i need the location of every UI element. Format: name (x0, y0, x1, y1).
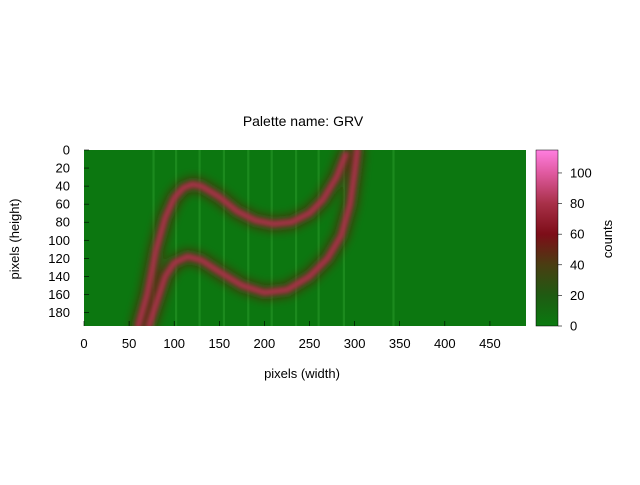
stripe-6 (295, 150, 297, 326)
y-axis-label: pixels (height) (7, 199, 22, 280)
chart-title: Palette name: GRV (243, 113, 364, 129)
colorbar-tick-label: 100 (570, 165, 592, 180)
y-tick-label: 80 (56, 215, 70, 230)
stripe-7 (318, 150, 320, 326)
x-axis-label: pixels (width) (264, 366, 340, 381)
colorbar-ticks: 0 20 40 60 80 100 (558, 165, 592, 333)
y-tick-label: 140 (48, 269, 70, 284)
x-tick-label: 50 (122, 336, 136, 351)
y-tick-label: 60 (56, 197, 70, 212)
stripe-2 (198, 150, 200, 326)
colorbar-label: counts (600, 219, 615, 258)
colorbar-tick-label: 60 (570, 227, 584, 242)
plot-area (84, 150, 526, 326)
x-tick-label: 250 (299, 336, 321, 351)
y-tick-label: 120 (48, 251, 70, 266)
y-axis-ticks: 0 20 40 60 80 100 120 140 160 180 (48, 143, 89, 320)
stripe-4 (247, 150, 249, 326)
x-tick-label: 150 (208, 336, 230, 351)
y-tick-label: 160 (48, 287, 70, 302)
x-tick-label: 0 (80, 336, 87, 351)
colorbar (536, 150, 558, 326)
x-tick-label: 350 (389, 336, 411, 351)
y-tick-label: 40 (56, 179, 70, 194)
y-tick-label: 20 (56, 161, 70, 176)
y-tick-label: 0 (63, 143, 70, 158)
x-tick-label: 200 (254, 336, 276, 351)
stripe-1 (175, 150, 177, 326)
colorbar-tick-label: 0 (570, 319, 577, 334)
colorbar-tick-label: 80 (570, 196, 584, 211)
x-tick-label: 450 (479, 336, 501, 351)
colorbar-tick-label: 40 (570, 257, 584, 272)
x-tick-label: 300 (344, 336, 366, 351)
stripe-9 (392, 150, 394, 326)
stripe-3 (223, 150, 225, 326)
x-tick-label: 100 (163, 336, 185, 351)
stripe-5 (271, 150, 273, 326)
y-tick-label: 100 (48, 233, 70, 248)
x-tick-label: 400 (434, 336, 456, 351)
colorbar-tick-label: 20 (570, 288, 584, 303)
y-tick-label: 180 (48, 305, 70, 320)
